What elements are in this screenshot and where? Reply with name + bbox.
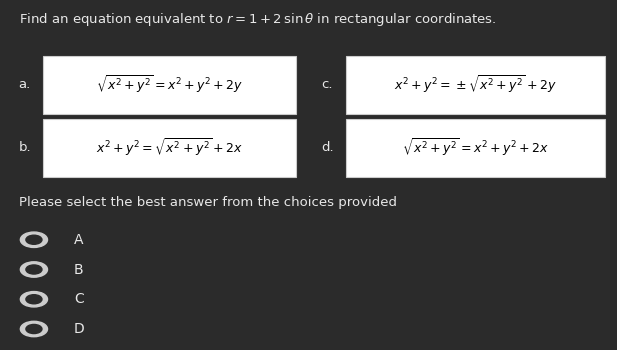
Text: Please select the best answer from the choices provided: Please select the best answer from the c… — [19, 196, 397, 209]
Text: $x^2+y^2 = \sqrt{x^2+y^2}+2x$: $x^2+y^2 = \sqrt{x^2+y^2}+2x$ — [96, 137, 243, 159]
Text: Find an equation equivalent to $r = 1 + 2\,\sin\theta$ in rectangular coordinate: Find an equation equivalent to $r = 1 + … — [19, 10, 496, 28]
Text: d.: d. — [321, 141, 333, 154]
Circle shape — [20, 292, 48, 307]
Circle shape — [20, 262, 48, 277]
Text: B: B — [74, 262, 84, 276]
Text: $\sqrt{x^2+y^2} = x^2+y^2+2x$: $\sqrt{x^2+y^2} = x^2+y^2+2x$ — [402, 137, 549, 159]
Circle shape — [20, 321, 48, 337]
Circle shape — [26, 295, 42, 304]
FancyBboxPatch shape — [43, 119, 296, 177]
Circle shape — [26, 235, 42, 244]
Text: b.: b. — [19, 141, 31, 154]
Circle shape — [26, 324, 42, 334]
Text: $x^2+y^2 = \pm\sqrt{x^2+y^2}+2y$: $x^2+y^2 = \pm\sqrt{x^2+y^2}+2y$ — [394, 74, 557, 96]
Text: a.: a. — [19, 78, 31, 91]
Circle shape — [26, 265, 42, 274]
FancyBboxPatch shape — [346, 119, 605, 177]
FancyBboxPatch shape — [346, 56, 605, 114]
Text: D: D — [74, 322, 85, 336]
Circle shape — [20, 232, 48, 247]
Text: $\sqrt{x^2+y^2} = x^2+y^2+2y$: $\sqrt{x^2+y^2} = x^2+y^2+2y$ — [96, 74, 243, 96]
FancyBboxPatch shape — [43, 56, 296, 114]
Text: c.: c. — [321, 78, 333, 91]
Text: C: C — [74, 292, 84, 306]
Text: A: A — [74, 233, 83, 247]
